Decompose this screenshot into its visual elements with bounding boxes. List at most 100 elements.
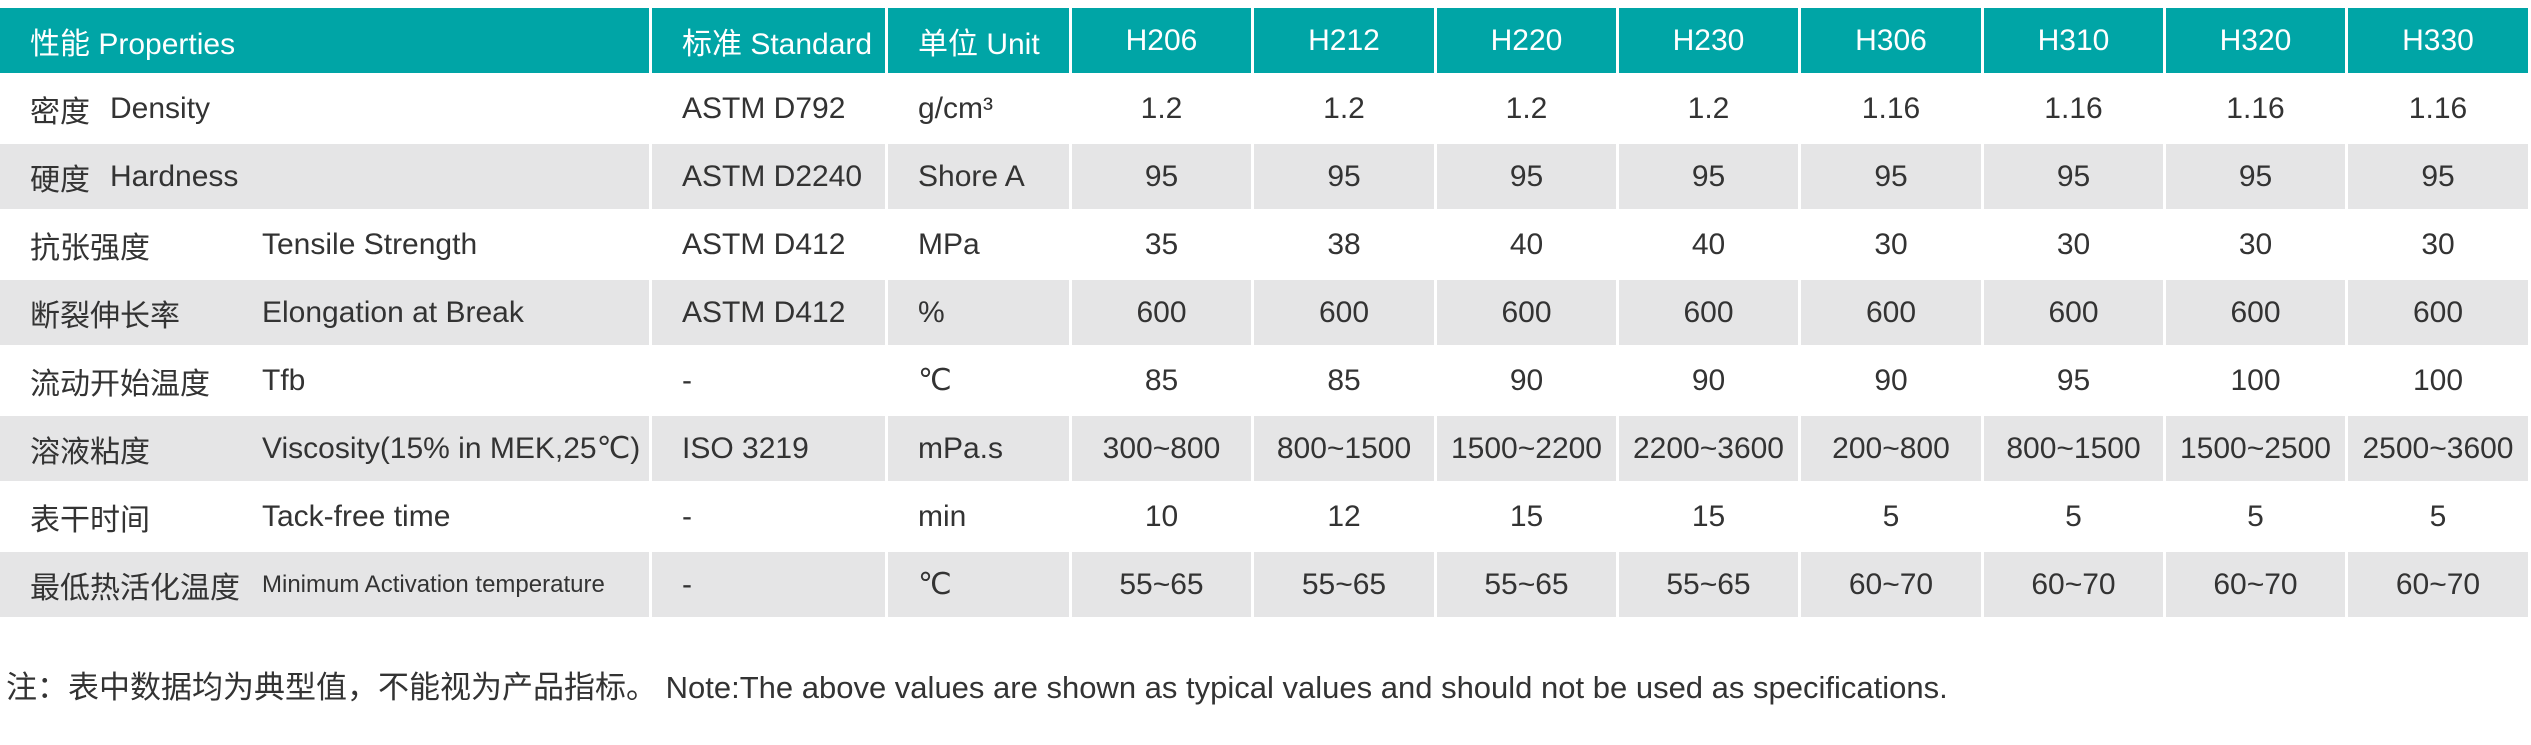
standard-cell: - xyxy=(652,552,885,617)
value-cell: 15 xyxy=(1437,484,1616,549)
value-cell: 95 xyxy=(1801,144,1981,209)
value-cell: 600 xyxy=(1801,280,1981,345)
property-cell: 最低热活化温度 Minimum Activation temperature xyxy=(0,552,649,617)
property-cell: 流动开始温度 Tfb xyxy=(0,348,649,413)
value-cell: 5 xyxy=(2348,484,2528,549)
value-cell: 1.16 xyxy=(1801,76,1981,141)
value-cell: 5 xyxy=(2166,484,2345,549)
value-cell: 30 xyxy=(1984,212,2163,277)
value-cell: 60~70 xyxy=(2348,552,2528,617)
header-cell: 性能 Properties xyxy=(0,8,649,73)
value-cell: 1.16 xyxy=(2348,76,2528,141)
property-en: Elongation at Break xyxy=(262,295,524,329)
standard-cell: - xyxy=(652,484,885,549)
unit-cell: % xyxy=(888,280,1069,345)
property-zh: 硬度 xyxy=(30,163,90,197)
value-cell: 95 xyxy=(1254,144,1434,209)
header-cell: H310 xyxy=(1984,8,2163,73)
standard-cell: ASTM D2240 xyxy=(652,144,885,209)
note: 注：表中数据均为典型值，不能视为产品指标。 Note:The above val… xyxy=(6,670,1948,705)
property-zh: 表干时间 xyxy=(30,503,150,537)
value-cell: 40 xyxy=(1437,212,1616,277)
value-cell: 95 xyxy=(2166,144,2345,209)
standard-cell: ASTM D412 xyxy=(652,212,885,277)
value-cell: 95 xyxy=(2348,144,2528,209)
header-cell: 标准 Standard xyxy=(652,8,885,73)
property-zh: 溶液粘度 xyxy=(30,435,150,469)
value-cell: 100 xyxy=(2348,348,2528,413)
value-cell: 38 xyxy=(1254,212,1434,277)
value-cell: 55~65 xyxy=(1072,552,1251,617)
unit-cell: MPa xyxy=(888,212,1069,277)
value-cell: 85 xyxy=(1254,348,1434,413)
value-cell: 1.16 xyxy=(2166,76,2345,141)
property-en: Density xyxy=(110,91,211,125)
value-cell: 90 xyxy=(1437,348,1616,413)
header-cell: H220 xyxy=(1437,8,1616,73)
value-cell: 600 xyxy=(1072,280,1251,345)
value-cell: 30 xyxy=(2166,212,2345,277)
property-cell: 表干时间 Tack-free time xyxy=(0,484,649,549)
unit-cell: g/cm³ xyxy=(888,76,1069,141)
value-cell: 2200~3600 xyxy=(1619,416,1798,481)
value-cell: 2500~3600 xyxy=(2348,416,2528,481)
property-en: Viscosity(15% in MEK,25℃) xyxy=(262,432,641,465)
value-cell: 600 xyxy=(1984,280,2163,345)
value-cell: 1.2 xyxy=(1072,76,1251,141)
property-zh: 流动开始温度 xyxy=(30,367,210,401)
standard-cell: ASTM D792 xyxy=(652,76,885,141)
property-cell: 溶液粘度 Viscosity(15% in MEK,25℃) xyxy=(0,416,649,481)
header-cell: 单位 Unit xyxy=(888,8,1069,73)
property-en: Tack-free time xyxy=(262,499,451,533)
property-en: Tensile Strength xyxy=(262,227,478,261)
unit-cell: ℃ xyxy=(888,552,1069,617)
value-cell: 95 xyxy=(1619,144,1798,209)
header-cell: H306 xyxy=(1801,8,1981,73)
value-cell: 800~1500 xyxy=(1254,416,1434,481)
header-cell: H230 xyxy=(1619,8,1798,73)
value-cell: 1.2 xyxy=(1437,76,1616,141)
property-en: Hardness xyxy=(110,159,239,193)
value-cell: 1500~2500 xyxy=(2166,416,2345,481)
value-cell: 55~65 xyxy=(1254,552,1434,617)
standard-cell: ASTM D412 xyxy=(652,280,885,345)
property-cell: 硬度 Hardness xyxy=(0,144,649,209)
value-cell: 600 xyxy=(2166,280,2345,345)
header-cell: H320 xyxy=(2166,8,2345,73)
header-cell: H330 xyxy=(2348,8,2528,73)
value-cell: 95 xyxy=(1072,144,1251,209)
value-cell: 60~70 xyxy=(2166,552,2345,617)
value-cell: 90 xyxy=(1619,348,1798,413)
value-cell: 95 xyxy=(1437,144,1616,209)
unit-cell: ℃ xyxy=(888,348,1069,413)
value-cell: 90 xyxy=(1801,348,1981,413)
property-zh: 抗张强度 xyxy=(30,231,150,265)
value-cell: 800~1500 xyxy=(1984,416,2163,481)
value-cell: 100 xyxy=(2166,348,2345,413)
value-cell: 200~800 xyxy=(1801,416,1981,481)
value-cell: 35 xyxy=(1072,212,1251,277)
value-cell: 30 xyxy=(2348,212,2528,277)
property-zh: 最低热活化温度 xyxy=(30,571,240,605)
value-cell: 1.2 xyxy=(1254,76,1434,141)
property-cell: 密度 Density xyxy=(0,76,649,141)
value-cell: 5 xyxy=(1801,484,1981,549)
value-cell: 10 xyxy=(1072,484,1251,549)
header-cell: H206 xyxy=(1072,8,1251,73)
value-cell: 95 xyxy=(1984,348,2163,413)
value-cell: 40 xyxy=(1619,212,1798,277)
value-cell: 1.16 xyxy=(1984,76,2163,141)
value-cell: 60~70 xyxy=(1801,552,1981,617)
unit-cell: Shore A xyxy=(888,144,1069,209)
header-cell: H212 xyxy=(1254,8,1434,73)
value-cell: 30 xyxy=(1801,212,1981,277)
value-cell: 600 xyxy=(1619,280,1798,345)
value-cell: 600 xyxy=(2348,280,2528,345)
value-cell: 600 xyxy=(1437,280,1616,345)
value-cell: 600 xyxy=(1254,280,1434,345)
value-cell: 12 xyxy=(1254,484,1434,549)
value-cell: 55~65 xyxy=(1619,552,1798,617)
value-cell: 95 xyxy=(1984,144,2163,209)
property-zh: 密度 xyxy=(30,95,90,129)
